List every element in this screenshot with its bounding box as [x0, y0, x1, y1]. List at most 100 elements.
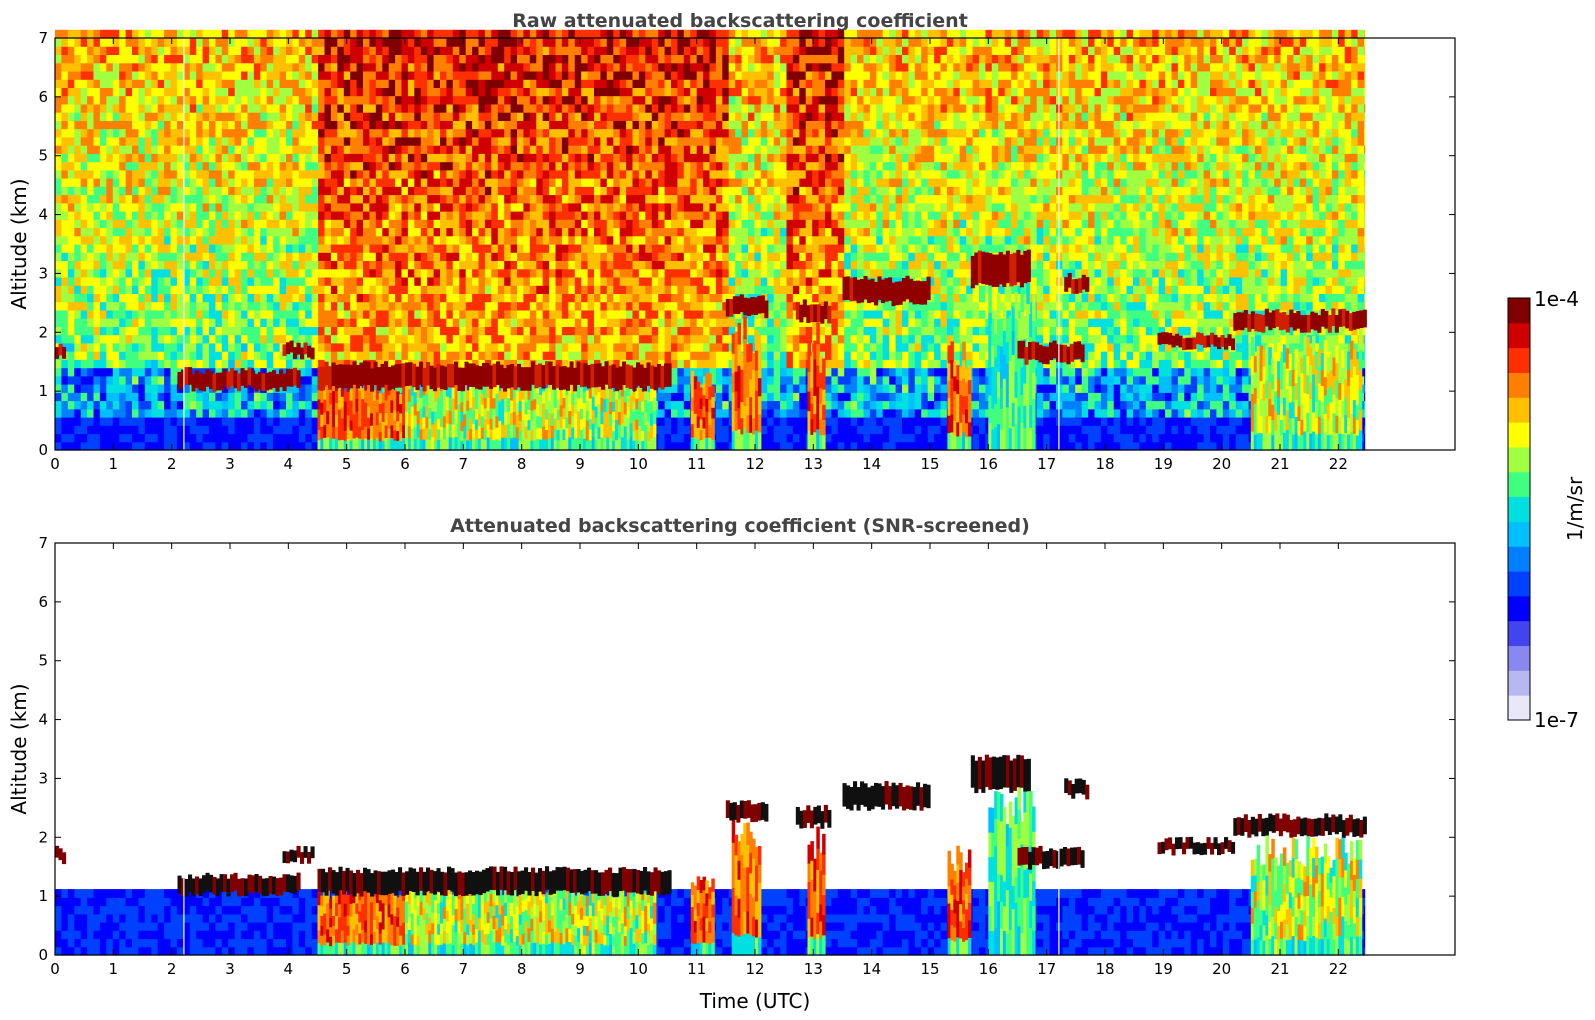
heatmap-cell [440, 219, 447, 229]
heatmap-cell [382, 120, 390, 130]
heatmap-cell [144, 301, 152, 311]
heatmap-cell [536, 87, 544, 97]
heatmap-cell [189, 351, 197, 360]
heatmap-cell [298, 103, 306, 113]
heatmap-cell [87, 392, 95, 402]
heatmap-cell [202, 359, 210, 369]
heatmap-cell [600, 54, 608, 64]
heatmap-cell [350, 351, 358, 360]
heatmap-cell [215, 120, 223, 130]
heatmap-cell [517, 194, 524, 204]
heatmap-cell [606, 161, 614, 171]
heatmap-cell [119, 433, 127, 443]
heatmap-cell [574, 186, 582, 196]
heatmap-cell [555, 161, 563, 171]
heatmap-cell [395, 169, 403, 179]
heatmap-cell [651, 359, 659, 369]
heatmap-cell [504, 103, 512, 113]
heatmap-cell [132, 202, 139, 212]
heatmap-cell [119, 342, 127, 352]
heatmap-cell [151, 153, 159, 163]
heatmap-cell [350, 112, 358, 121]
heatmap-cell [350, 103, 358, 113]
heatmap-cell [247, 252, 255, 261]
heatmap-cell [363, 46, 370, 55]
heatmap-cell [350, 268, 358, 278]
heatmap-cell [658, 359, 666, 369]
heatmap-cell [292, 417, 300, 426]
heatmap-cell [440, 244, 447, 253]
heatmap-cell [388, 71, 396, 80]
heatmap-cell [292, 211, 300, 220]
heatmap-cell [420, 169, 428, 179]
raw-panel: Raw attenuated backscattering coefficien… [7, 10, 1456, 473]
heatmap-cell [382, 285, 390, 294]
heatmap-cell [61, 384, 69, 393]
heatmap-cell [234, 194, 242, 204]
heatmap-cell [452, 194, 460, 204]
heatmap-cell [67, 112, 75, 121]
heatmap-cell [536, 120, 544, 130]
heatmap-cell [112, 375, 120, 385]
heatmap-cell [99, 62, 107, 72]
heatmap-cell [196, 293, 204, 303]
heatmap-cell [626, 112, 634, 121]
heatmap-cell [484, 277, 492, 286]
heatmap-cell [260, 202, 268, 212]
heatmap-cell [119, 95, 127, 105]
heatmap-cell [465, 318, 473, 327]
heatmap-cell [157, 268, 165, 278]
heatmap-cell [112, 95, 120, 105]
heatmap-cell [555, 342, 563, 352]
heatmap-cell [356, 112, 364, 121]
heatmap-cell [510, 351, 518, 360]
heatmap-cell [87, 334, 95, 344]
heatmap-cell [176, 359, 184, 369]
heatmap-cell [561, 136, 569, 146]
heatmap-cell [350, 285, 358, 294]
heatmap-cell [350, 260, 358, 270]
heatmap-cell [330, 95, 338, 105]
heatmap-cell [356, 136, 364, 146]
heatmap-cell [510, 211, 518, 220]
heatmap-cell [253, 103, 261, 113]
heatmap-cell [375, 54, 383, 64]
heatmap-cell [581, 169, 589, 179]
heatmap-cell [638, 169, 646, 179]
heatmap-cell [106, 136, 114, 146]
heatmap-cell [337, 277, 345, 286]
heatmap-cell [427, 268, 435, 278]
heatmap-cell [157, 103, 165, 113]
heatmap-cell [176, 202, 184, 212]
heatmap-cell [228, 169, 236, 179]
heatmap-cell [664, 161, 672, 171]
heatmap-cell [388, 202, 396, 212]
heatmap-cell [356, 79, 364, 88]
heatmap-cell [157, 178, 165, 187]
heatmap-cell [106, 112, 114, 121]
heatmap-cell [632, 169, 640, 179]
heatmap-cell [350, 227, 358, 237]
heatmap-cell [87, 425, 95, 435]
heatmap-cell [266, 400, 274, 410]
heatmap-cell [606, 153, 614, 163]
heatmap-cell [221, 351, 229, 360]
heatmap-cell [286, 244, 293, 253]
heatmap-cell [234, 145, 242, 154]
heatmap-cell [164, 46, 172, 55]
heatmap-cell [645, 342, 653, 352]
heatmap-cell [452, 326, 460, 336]
heatmap-cell [125, 153, 133, 163]
heatmap-cell [74, 375, 82, 385]
heatmap-cell [382, 46, 390, 55]
heatmap-cell [465, 235, 473, 245]
heatmap-cell [279, 334, 287, 344]
heatmap-cell [305, 244, 313, 253]
heatmap-cell [209, 219, 216, 229]
heatmap-cell [298, 227, 306, 237]
heatmap-cell [356, 38, 364, 47]
heatmap-cell [93, 169, 101, 179]
heatmap-cell [80, 285, 88, 294]
heatmap-cell [286, 202, 293, 212]
heatmap-cell [472, 29, 480, 39]
